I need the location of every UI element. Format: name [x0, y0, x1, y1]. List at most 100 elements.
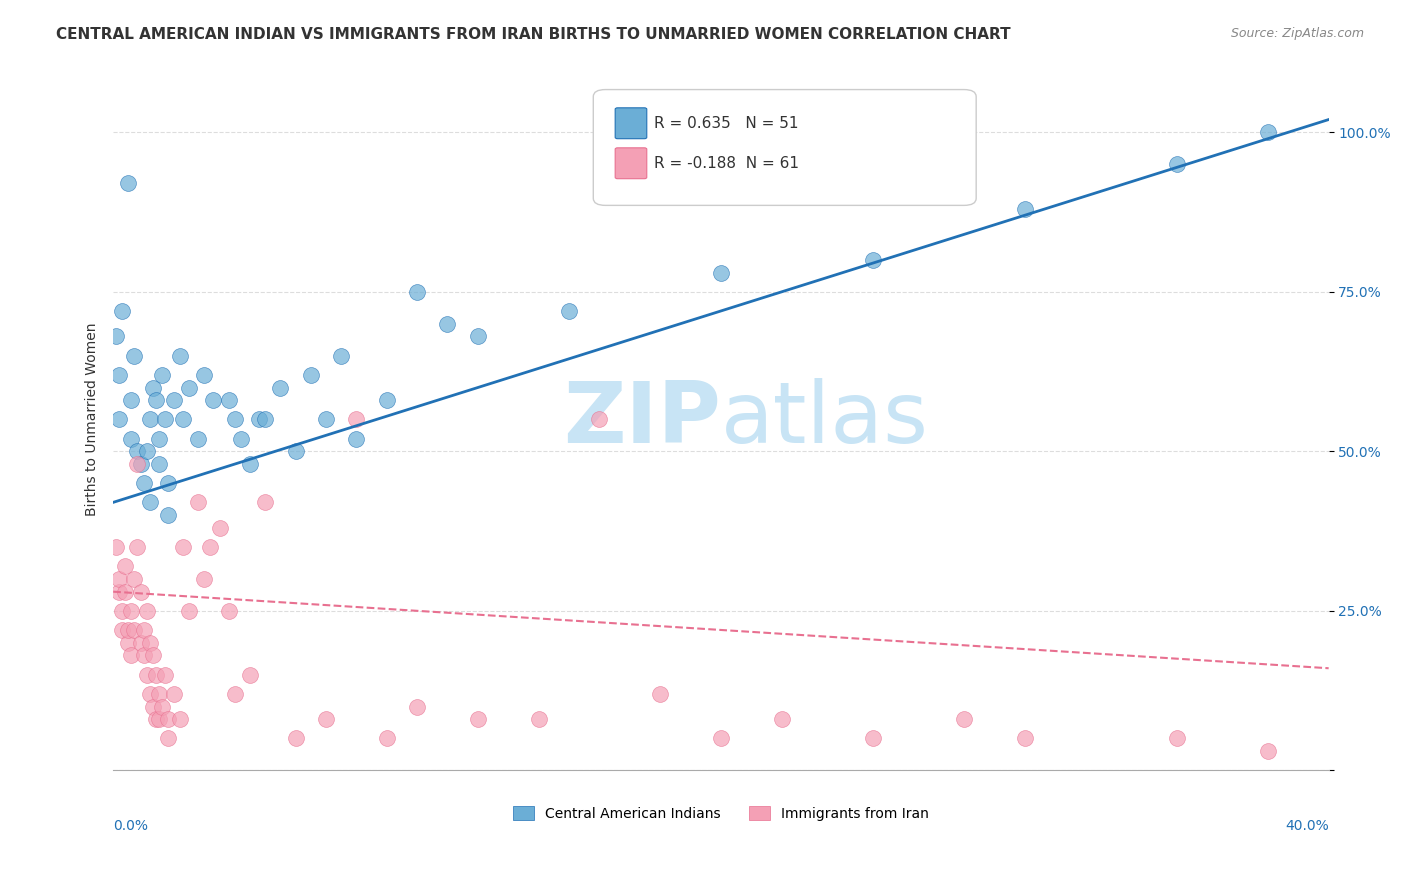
Central American Indians	[224, 412, 246, 426]
Central American Indians	[127, 444, 149, 458]
Immigrants from Iran	[138, 636, 160, 650]
Central American Indians	[111, 304, 134, 318]
Text: ZIP: ZIP	[564, 378, 721, 461]
Y-axis label: Births to Unmarried Women: Births to Unmarried Women	[86, 323, 100, 516]
Central American Indians	[406, 285, 429, 299]
Central American Indians	[138, 412, 160, 426]
Immigrants from Iran	[145, 712, 167, 726]
Immigrants from Iran	[142, 699, 165, 714]
Central American Indians	[254, 412, 277, 426]
Immigrants from Iran	[111, 623, 134, 637]
Central American Indians	[218, 393, 240, 408]
Central American Indians	[135, 444, 157, 458]
Legend: Central American Indians, Immigrants from Iran: Central American Indians, Immigrants fro…	[508, 801, 934, 827]
Immigrants from Iran	[169, 712, 191, 726]
Central American Indians	[172, 412, 194, 426]
Immigrants from Iran	[1166, 731, 1188, 746]
Central American Indians	[202, 393, 225, 408]
Immigrants from Iran	[156, 712, 179, 726]
Central American Indians	[124, 349, 146, 363]
Text: 40.0%: 40.0%	[1285, 820, 1329, 833]
Immigrants from Iran	[127, 540, 149, 554]
Central American Indians	[862, 252, 884, 267]
Immigrants from Iran	[135, 604, 157, 618]
Central American Indians	[187, 432, 209, 446]
Central American Indians	[299, 368, 322, 382]
Immigrants from Iran	[150, 699, 173, 714]
Central American Indians	[1257, 125, 1279, 139]
Immigrants from Iran	[108, 584, 131, 599]
Immigrants from Iran	[156, 731, 179, 746]
Immigrants from Iran	[527, 712, 550, 726]
Central American Indians	[1014, 202, 1036, 216]
Immigrants from Iran	[132, 623, 155, 637]
Central American Indians	[284, 444, 307, 458]
Immigrants from Iran	[129, 584, 152, 599]
Text: CENTRAL AMERICAN INDIAN VS IMMIGRANTS FROM IRAN BIRTHS TO UNMARRIED WOMEN CORREL: CENTRAL AMERICAN INDIAN VS IMMIGRANTS FR…	[56, 27, 1011, 42]
Immigrants from Iran	[172, 540, 194, 554]
Central American Indians	[108, 368, 131, 382]
Central American Indians	[436, 317, 458, 331]
Central American Indians	[239, 457, 262, 471]
Text: atlas: atlas	[721, 378, 929, 461]
Immigrants from Iran	[105, 540, 128, 554]
Central American Indians	[105, 329, 128, 343]
Immigrants from Iran	[135, 667, 157, 681]
Immigrants from Iran	[375, 731, 398, 746]
Immigrants from Iran	[138, 687, 160, 701]
Immigrants from Iran	[193, 572, 215, 586]
Immigrants from Iran	[650, 687, 672, 701]
Central American Indians	[558, 304, 581, 318]
Immigrants from Iran	[124, 623, 146, 637]
Immigrants from Iran	[148, 712, 170, 726]
Immigrants from Iran	[145, 667, 167, 681]
Central American Indians	[156, 476, 179, 491]
Central American Indians	[193, 368, 215, 382]
Immigrants from Iran	[129, 636, 152, 650]
Central American Indians	[247, 412, 270, 426]
Central American Indians	[120, 393, 142, 408]
Immigrants from Iran	[710, 731, 733, 746]
Text: R = -0.188  N = 61: R = -0.188 N = 61	[654, 156, 799, 171]
Text: R = 0.635   N = 51: R = 0.635 N = 51	[654, 116, 799, 131]
Immigrants from Iran	[111, 604, 134, 618]
Immigrants from Iran	[117, 636, 139, 650]
Immigrants from Iran	[1014, 731, 1036, 746]
Immigrants from Iran	[179, 604, 201, 618]
Central American Indians	[467, 329, 489, 343]
Immigrants from Iran	[114, 584, 136, 599]
Immigrants from Iran	[200, 540, 222, 554]
Immigrants from Iran	[315, 712, 337, 726]
Immigrants from Iran	[117, 623, 139, 637]
Immigrants from Iran	[127, 457, 149, 471]
Immigrants from Iran	[124, 572, 146, 586]
Immigrants from Iran	[132, 648, 155, 663]
Central American Indians	[179, 380, 201, 394]
Central American Indians	[344, 432, 367, 446]
Immigrants from Iran	[862, 731, 884, 746]
Immigrants from Iran	[588, 412, 610, 426]
Immigrants from Iran	[284, 731, 307, 746]
Text: Source: ZipAtlas.com: Source: ZipAtlas.com	[1230, 27, 1364, 40]
Immigrants from Iran	[344, 412, 367, 426]
Central American Indians	[1166, 157, 1188, 171]
Central American Indians	[156, 508, 179, 522]
Immigrants from Iran	[254, 495, 277, 509]
FancyBboxPatch shape	[593, 89, 976, 205]
Central American Indians	[120, 432, 142, 446]
Central American Indians	[169, 349, 191, 363]
Immigrants from Iran	[187, 495, 209, 509]
Immigrants from Iran	[120, 648, 142, 663]
Central American Indians	[710, 266, 733, 280]
Immigrants from Iran	[114, 559, 136, 574]
Central American Indians	[132, 476, 155, 491]
Central American Indians	[229, 432, 252, 446]
Immigrants from Iran	[770, 712, 793, 726]
Text: 0.0%: 0.0%	[114, 820, 148, 833]
Central American Indians	[142, 380, 165, 394]
Immigrants from Iran	[108, 572, 131, 586]
Immigrants from Iran	[467, 712, 489, 726]
Immigrants from Iran	[1257, 744, 1279, 758]
Immigrants from Iran	[120, 604, 142, 618]
Immigrants from Iran	[153, 667, 176, 681]
